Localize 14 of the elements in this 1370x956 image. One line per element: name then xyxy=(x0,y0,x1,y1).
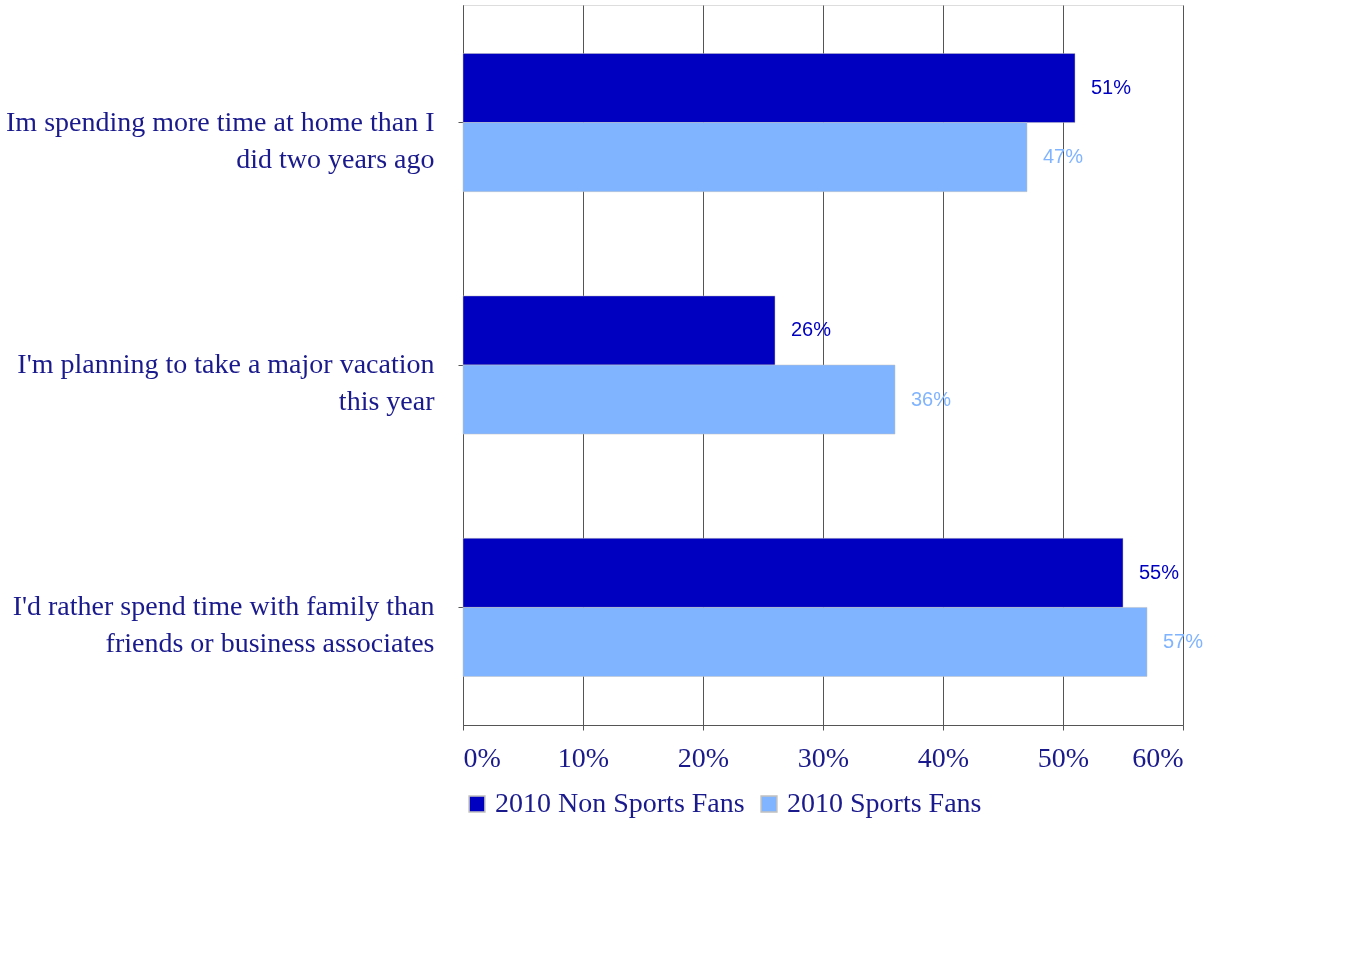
legend-label: 2010 Non Sports Fans xyxy=(495,787,745,818)
y-tick-label: Im spending more time at home than I did two years ago xyxy=(6,105,435,174)
data-label: 55% xyxy=(1139,560,1180,583)
x-tick-label: 60% xyxy=(1132,741,1184,773)
x-tick-label: 0% xyxy=(463,741,501,773)
y-tick-label: I'm planning to take a major vacation this year xyxy=(17,348,436,416)
x-tick-label: 30% xyxy=(797,741,850,773)
x-tick-label: 20% xyxy=(677,741,730,773)
x-tick-label: 40% xyxy=(917,741,970,773)
data-label: 51% xyxy=(1091,76,1132,99)
x-tick-label: 10% xyxy=(557,741,610,773)
y-tick-label: I'd rather spend time with family than friends or business associates xyxy=(12,590,435,659)
x-tick-label: 50% xyxy=(1037,741,1090,773)
legend-label: 2010 Sports Fans xyxy=(787,787,982,818)
